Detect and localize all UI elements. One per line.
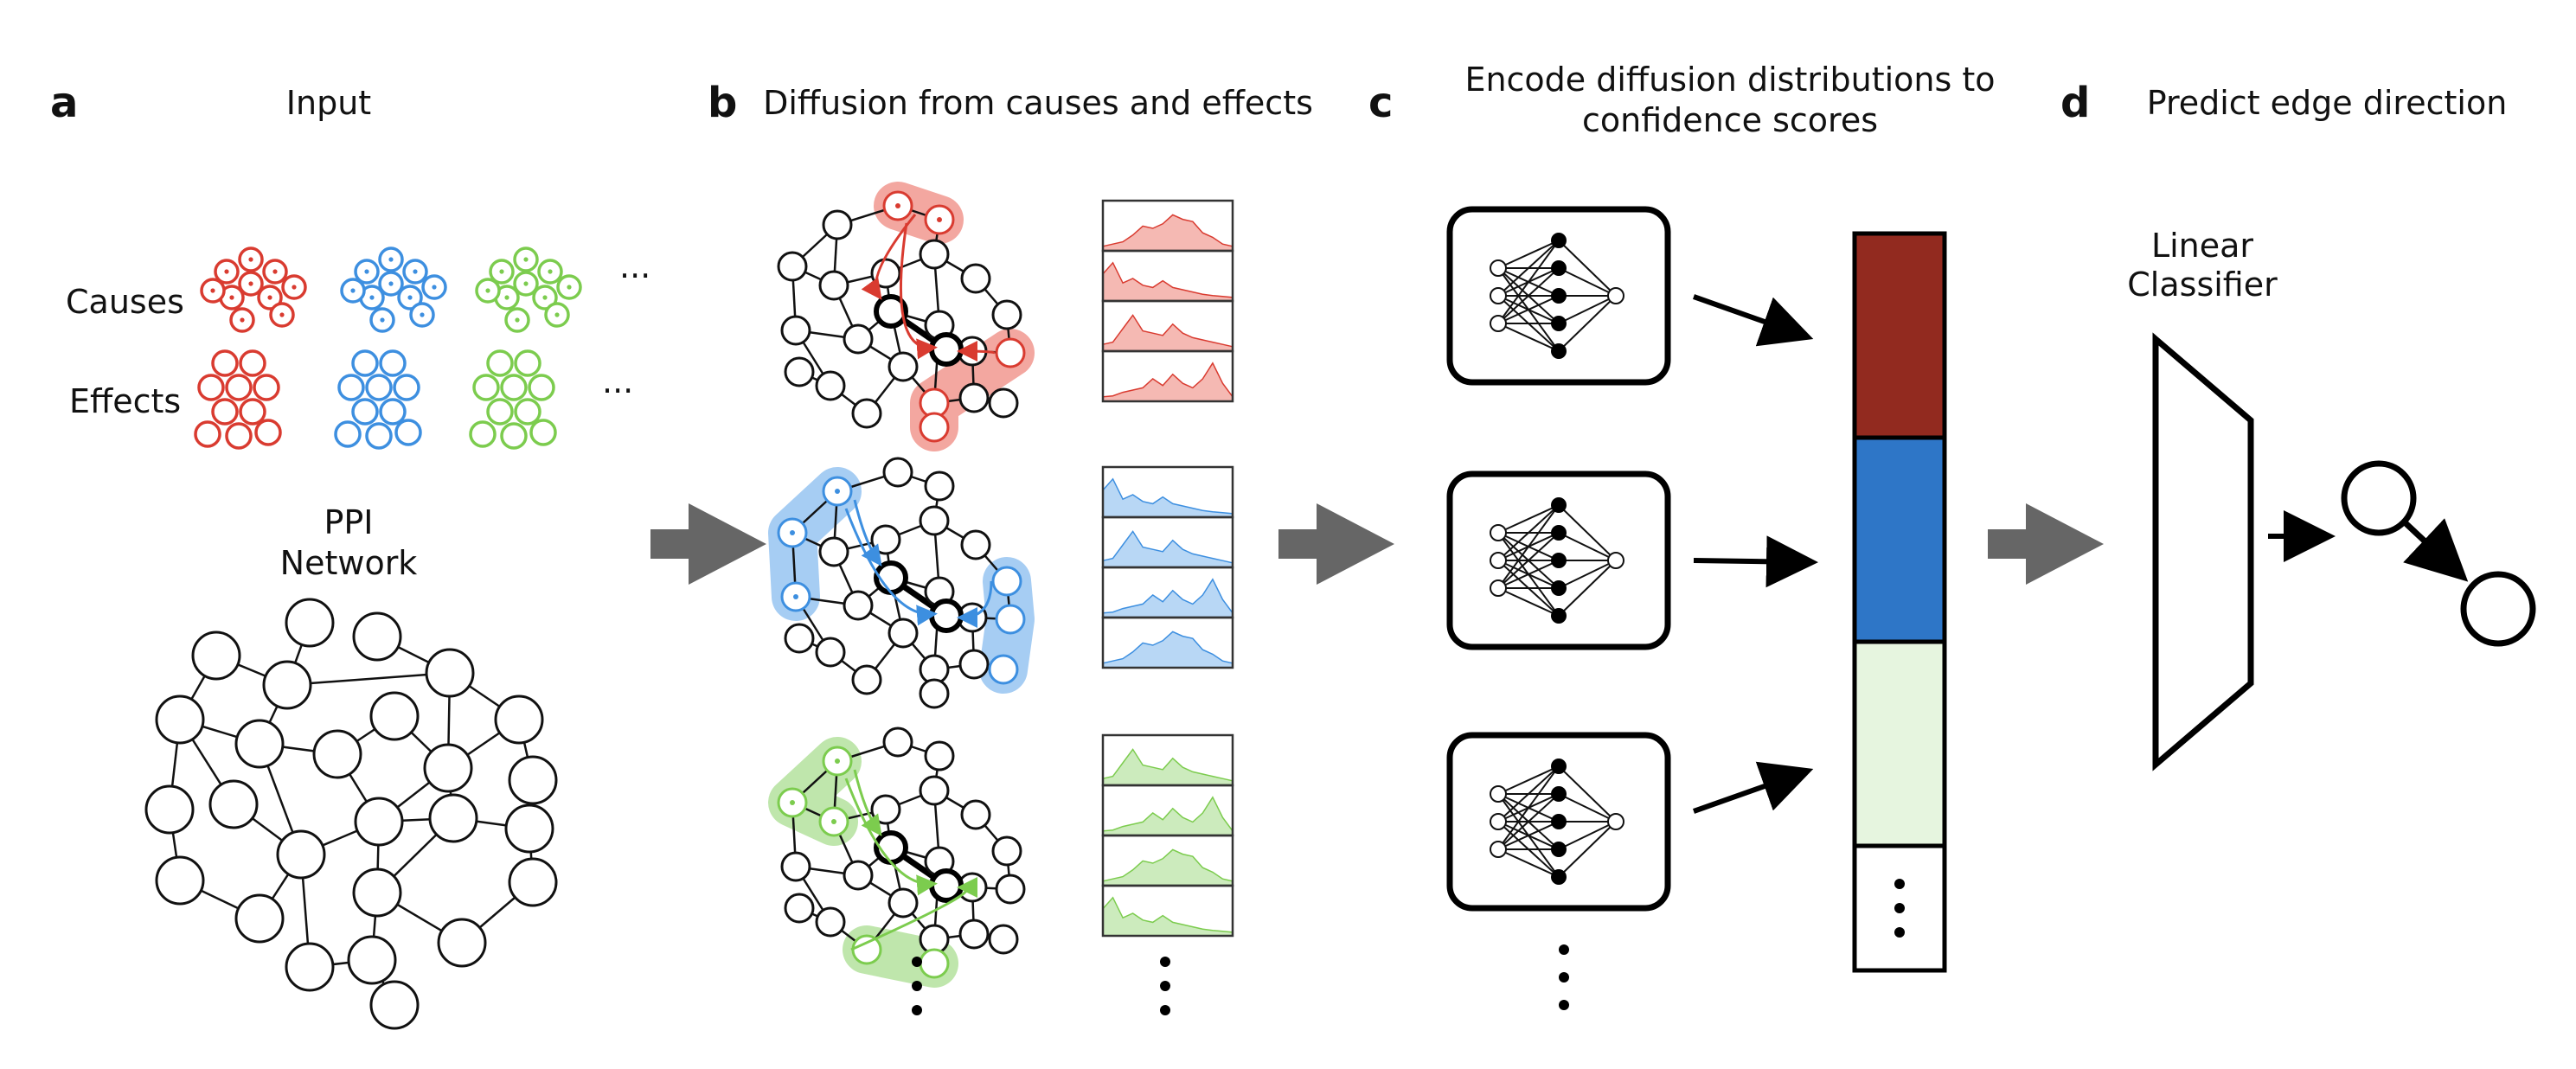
ppi-network-graph [144, 598, 558, 1030]
directed-edge-icon [2341, 460, 2536, 647]
effect-cluster-3 [469, 349, 557, 450]
encoder-arrow-1 [1692, 294, 1814, 347]
score-green [1852, 639, 1947, 848]
ppi-label-line2: Network [280, 544, 418, 582]
causes-ellipsis: ··· [619, 257, 650, 295]
encoder-3 [1446, 732, 1671, 912]
encoder-arrow-2 [1693, 535, 1818, 588]
effect-node-clusters [194, 349, 557, 450]
score-blue [1852, 435, 1947, 644]
causes-label: Causes [66, 283, 184, 321]
cause-cluster-1 [200, 246, 307, 333]
flow-arrow-c-to-d [1988, 503, 2104, 585]
panel-c-letter: c [1368, 79, 1393, 127]
flow-arrow-a-to-b [650, 503, 766, 585]
cause-cluster-2 [340, 246, 447, 333]
panel-c-title-line2: confidence scores [1582, 101, 1878, 139]
confidence-score-vector [1852, 231, 1947, 973]
cause-node-clusters [200, 246, 582, 333]
effect-cluster-1 [194, 349, 282, 450]
ppi-label-line1: PPI [324, 503, 373, 541]
effect-cluster-2 [334, 349, 422, 450]
panel-a-title: Input [286, 84, 371, 122]
encoder-1 [1446, 206, 1671, 386]
panel-b-ellipsis [912, 957, 1170, 1015]
cause-cluster-3 [475, 246, 582, 333]
histogram-stack-1 [1101, 199, 1234, 403]
effects-ellipsis: ··· [602, 372, 633, 410]
panel-b-title: Diffusion from causes and effects [763, 84, 1313, 122]
panel-b-letter: b [708, 79, 737, 127]
diffusion-graph-3 [768, 727, 1026, 988]
classifier-label-line1: Linear [2151, 227, 2253, 265]
panel-a-letter: a [50, 79, 78, 127]
diffusion-graph-1 [777, 182, 1035, 451]
histogram-stack-2 [1101, 465, 1234, 669]
panel-c-ellipsis [1559, 944, 1569, 1010]
flow-arrow-b-to-c [1278, 503, 1394, 585]
histogram-stack-3 [1101, 733, 1234, 938]
encoder-arrow-3 [1692, 761, 1814, 814]
panel-d-title: Predict edge direction [2147, 84, 2508, 122]
encoder-2 [1446, 470, 1671, 650]
neural-network-icon [1446, 206, 1671, 912]
diffusion-histogram-icon [1101, 199, 1234, 938]
score-red [1852, 231, 1947, 440]
panel-d-letter: d [2060, 79, 2090, 127]
classifier-label-line2: Classifier [2127, 266, 2278, 304]
effects-label: Effects [69, 382, 181, 420]
panel-c-title-line1: Encode diffusion distributions to [1464, 61, 1995, 99]
linear-classifier-icon [2152, 332, 2254, 771]
diffusion-graph-2 [768, 457, 1035, 709]
diffusion-graphs [768, 182, 1035, 988]
